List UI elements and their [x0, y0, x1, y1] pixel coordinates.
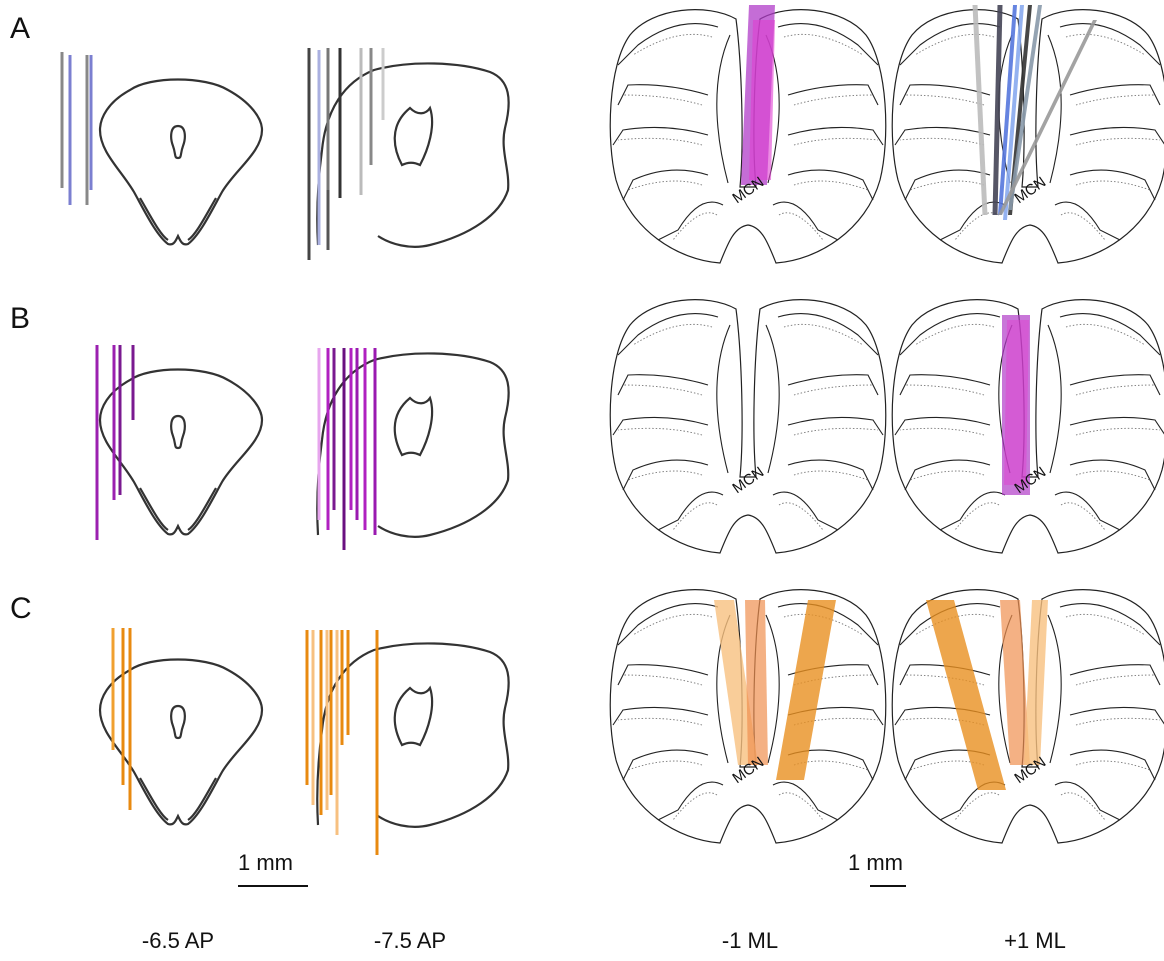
- figure: AMCNMCNBMCNMCNCMCNMCN 1 mm 1 mm -6.5 AP …: [0, 0, 1164, 956]
- column-label: -1 ML: [722, 928, 778, 953]
- brainstem-canal: [171, 126, 185, 158]
- brainstem-outline: [317, 353, 508, 536]
- brainstem-outline: [317, 643, 508, 826]
- panel-row: CMCNMCN: [10, 590, 1164, 855]
- brainstem-canal: [395, 108, 432, 165]
- brainstem-outline: [100, 370, 262, 535]
- brainstem-canal: [171, 706, 185, 738]
- column-label: -7.5 AP: [374, 928, 446, 953]
- scale-bar-label: 1 mm: [238, 850, 293, 875]
- panel-label: C: [10, 592, 32, 625]
- panel-label: B: [10, 302, 30, 335]
- cerebellum-outline: [610, 300, 886, 553]
- column-label: +1 ML: [1004, 928, 1066, 953]
- scale-bar-label: 1 mm: [848, 850, 903, 875]
- brainstem-outline: [317, 63, 508, 246]
- panel-label: A: [10, 12, 30, 45]
- probe-tract: [1004, 320, 1029, 485]
- brainstem-canal: [395, 398, 432, 455]
- cerebellum-outline: [892, 10, 1164, 263]
- column-label: -6.5 AP: [142, 928, 214, 953]
- brainstem-canal: [171, 416, 185, 448]
- brainstem-outline: [100, 80, 262, 245]
- brainstem-canal: [395, 688, 432, 745]
- probe-tract: [745, 600, 768, 765]
- probe-tract: [749, 20, 775, 180]
